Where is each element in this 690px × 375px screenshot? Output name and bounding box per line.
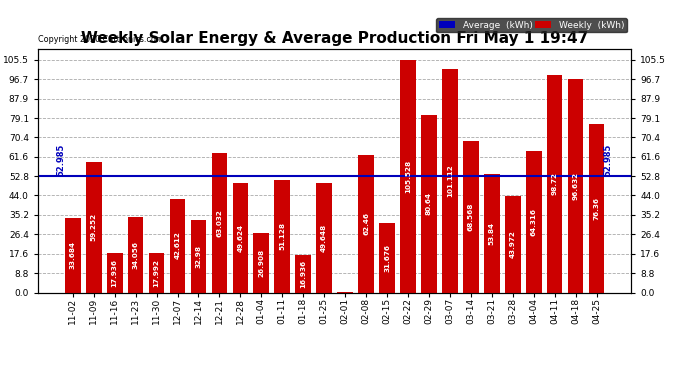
Bar	[107, 253, 123, 292]
Text: 105.528: 105.528	[405, 159, 411, 193]
Text: 59.252: 59.252	[90, 213, 97, 241]
Bar	[128, 217, 144, 292]
Bar	[233, 183, 248, 292]
Text: 34.056: 34.056	[132, 241, 139, 269]
Bar	[358, 155, 374, 292]
Bar	[568, 80, 584, 292]
Text: 42.612: 42.612	[175, 232, 181, 260]
Bar	[190, 220, 206, 292]
Text: 62.46: 62.46	[363, 212, 369, 235]
Bar	[149, 253, 164, 292]
Bar	[65, 218, 81, 292]
Text: Copyright 2020 Cartronics.com: Copyright 2020 Cartronics.com	[38, 35, 164, 44]
Text: 53.84: 53.84	[489, 222, 495, 245]
Text: 52.985: 52.985	[604, 143, 613, 176]
Text: 63.032: 63.032	[217, 209, 222, 237]
Text: 26.908: 26.908	[258, 249, 264, 277]
Text: 49.648: 49.648	[321, 224, 327, 252]
Bar	[253, 233, 269, 292]
Bar	[295, 255, 311, 292]
Text: 16.936: 16.936	[300, 260, 306, 288]
Text: 17.936: 17.936	[112, 259, 118, 287]
Bar	[526, 151, 542, 292]
Bar	[212, 153, 227, 292]
Text: 76.36: 76.36	[593, 197, 600, 220]
Text: 80.64: 80.64	[426, 192, 432, 215]
Bar	[421, 115, 437, 292]
Bar	[170, 198, 186, 292]
Bar	[546, 75, 562, 292]
Text: 32.98: 32.98	[195, 244, 201, 268]
Bar	[380, 223, 395, 292]
Bar	[275, 180, 290, 292]
Text: 96.632: 96.632	[573, 172, 579, 200]
Text: 43.972: 43.972	[510, 230, 515, 258]
Text: 51.128: 51.128	[279, 222, 285, 250]
Bar	[86, 162, 101, 292]
Bar	[316, 183, 332, 292]
Text: 17.992: 17.992	[154, 259, 159, 286]
Text: 31.676: 31.676	[384, 244, 390, 272]
Bar	[463, 141, 479, 292]
Bar	[400, 60, 416, 292]
Text: 101.112: 101.112	[447, 165, 453, 197]
Text: 98.72: 98.72	[551, 172, 558, 195]
Title: Weekly Solar Energy & Average Production Fri May 1 19:47: Weekly Solar Energy & Average Production…	[81, 31, 589, 46]
Text: 64.316: 64.316	[531, 208, 537, 236]
Text: 68.568: 68.568	[468, 202, 474, 231]
Text: 33.684: 33.684	[70, 242, 76, 269]
Bar	[589, 124, 604, 292]
Bar	[442, 69, 457, 292]
Text: 52.985: 52.985	[57, 143, 66, 176]
Bar	[505, 195, 520, 292]
Legend: Average  (kWh), Weekly  (kWh): Average (kWh), Weekly (kWh)	[436, 18, 627, 32]
Text: 49.624: 49.624	[237, 224, 244, 252]
Bar	[484, 174, 500, 292]
